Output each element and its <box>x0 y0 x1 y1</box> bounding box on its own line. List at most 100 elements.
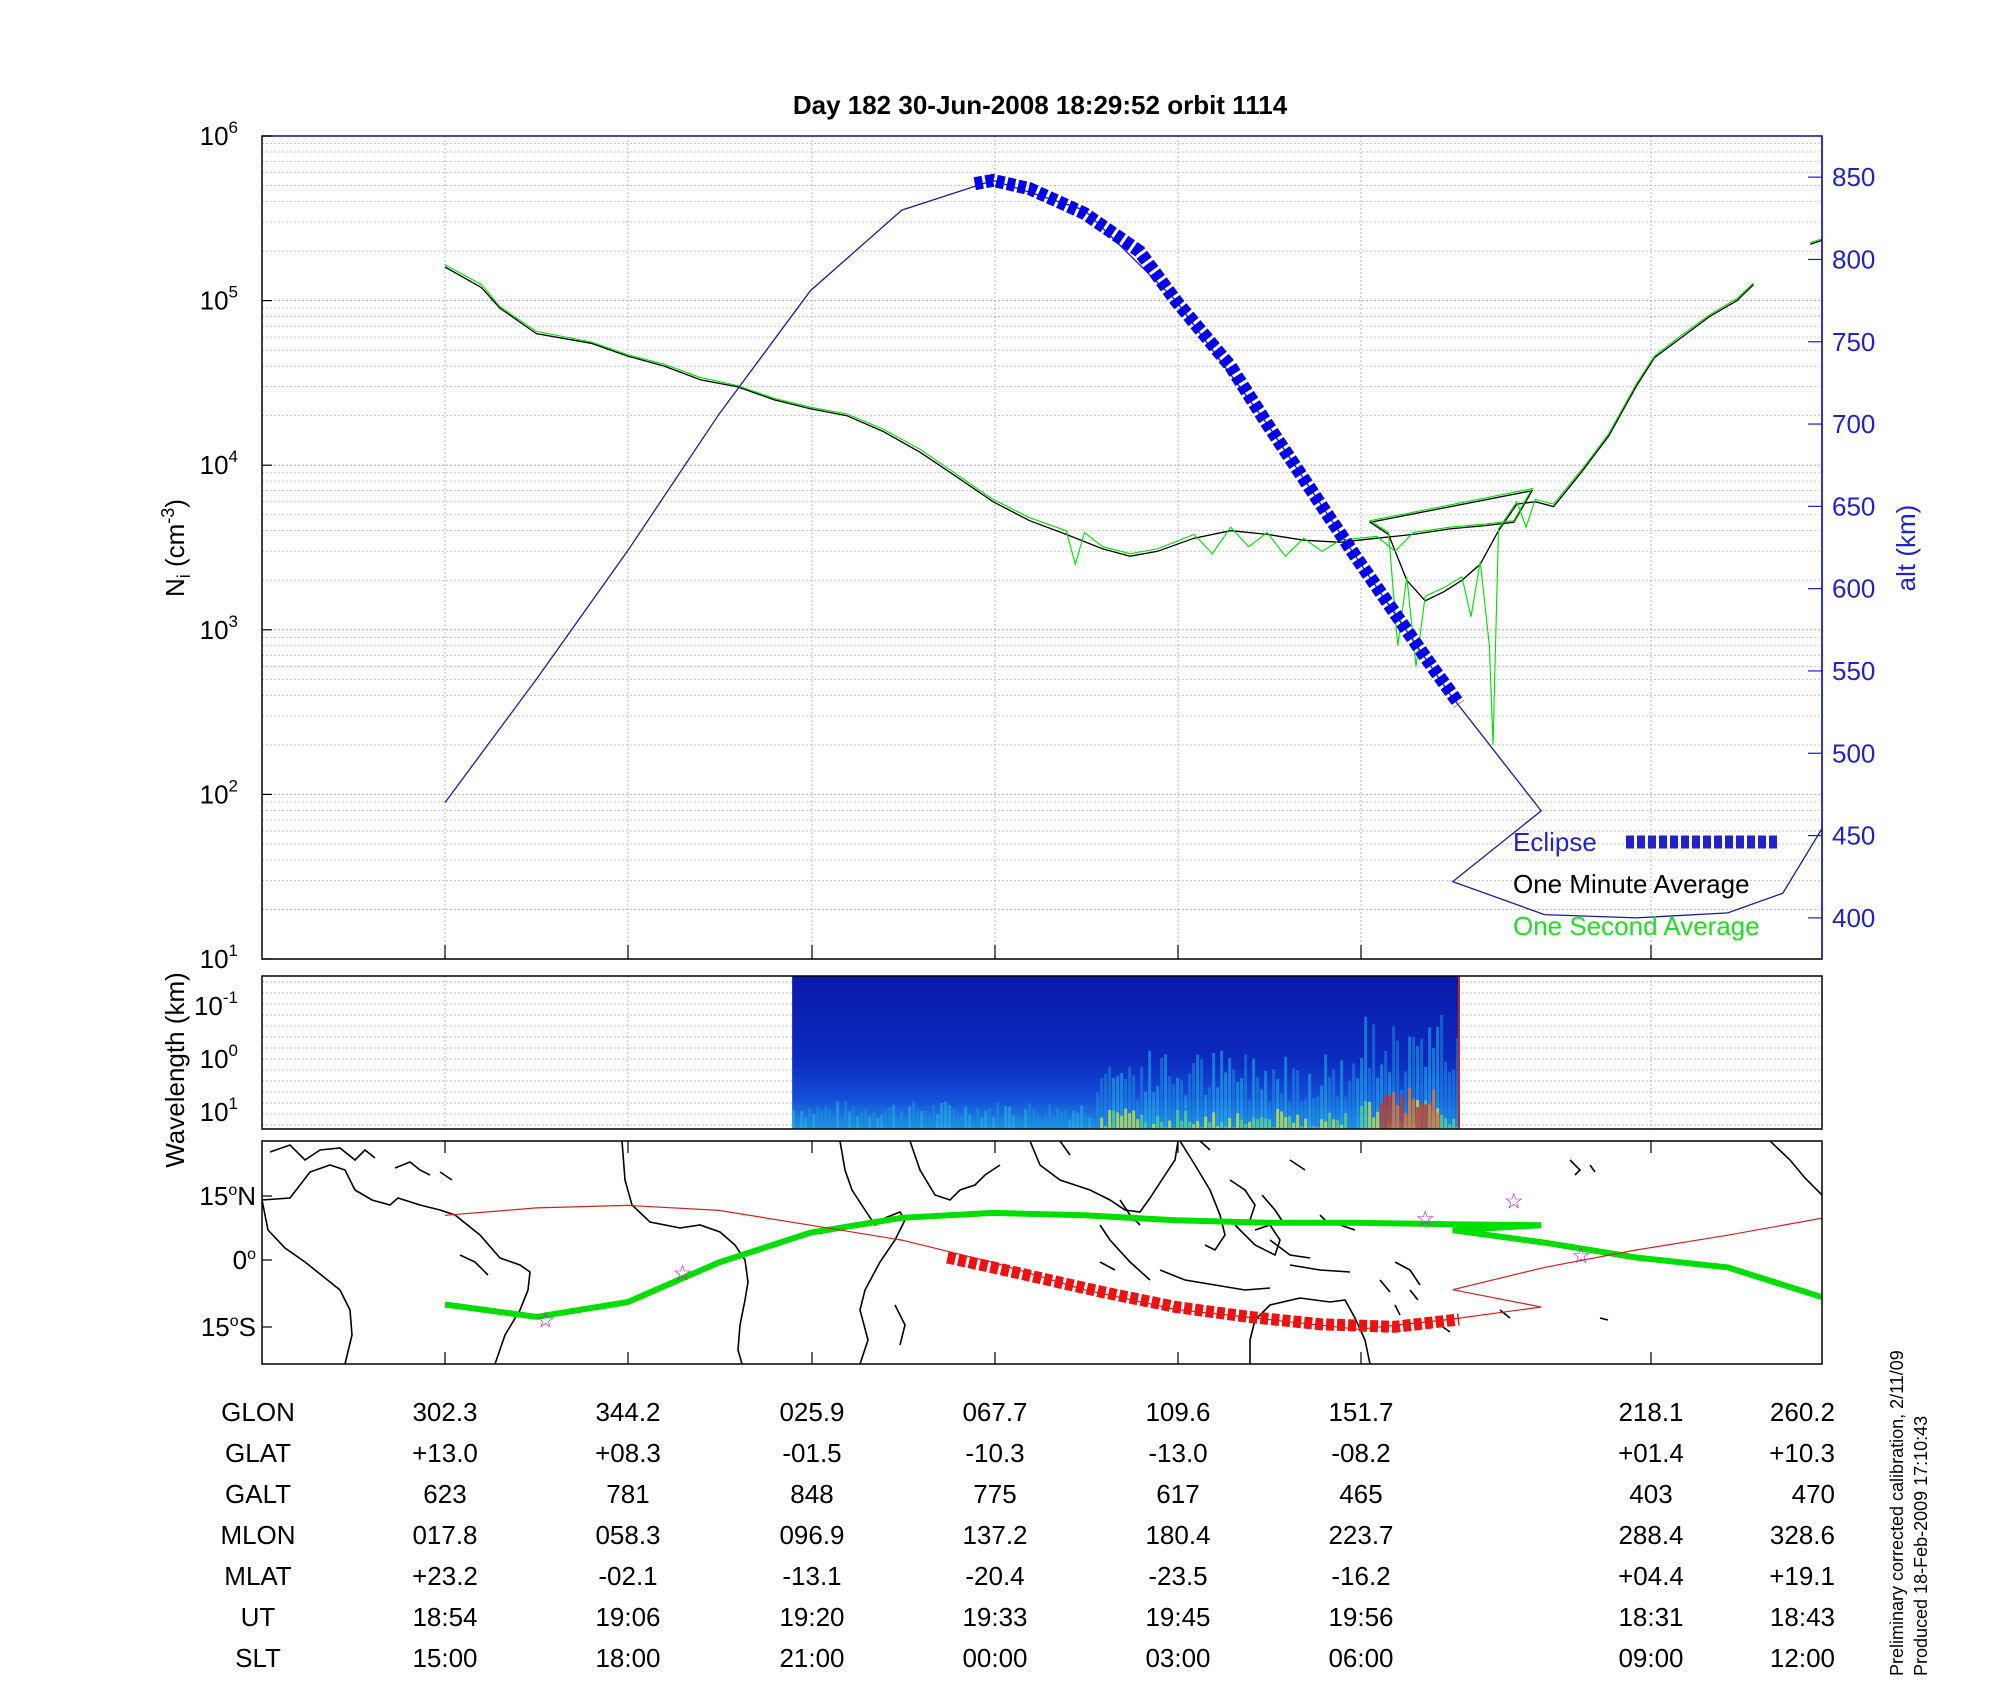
map-background <box>262 1141 1822 1364</box>
spectrogram-column <box>1296 1114 1300 1129</box>
spectrogram-column <box>1456 1038 1460 1129</box>
spectrogram-column <box>1140 1066 1144 1129</box>
table-cell: 18:00 <box>595 1643 660 1673</box>
table-cell: 067.7 <box>962 1397 1027 1427</box>
calibration-note: Preliminary corrected calibration, 2/11/… <box>1887 1350 1907 1676</box>
spectrogram-column <box>1336 1120 1340 1129</box>
spectrogram-column <box>1232 1069 1236 1129</box>
spectrogram-column <box>1404 1071 1408 1129</box>
spectrogram-column <box>1344 1113 1348 1129</box>
spectrogram-column <box>920 1111 924 1129</box>
spectrogram-column <box>1280 1093 1284 1129</box>
spectrogram-column <box>1448 1124 1452 1129</box>
spectrogram-column <box>892 1104 896 1129</box>
density-axis-label: Ni (cm-3) <box>158 499 194 597</box>
spectrogram-column <box>840 1117 844 1129</box>
spectrogram-column <box>1164 1127 1168 1129</box>
spectrogram-column <box>908 1106 912 1129</box>
spectrogram-column <box>916 1111 920 1129</box>
density-tick-label: 104 <box>200 447 238 480</box>
density-tick-label: 105 <box>200 283 238 316</box>
table-cell: +04.4 <box>1618 1561 1684 1591</box>
spectrogram-column <box>912 1101 916 1129</box>
spectrogram-column <box>1100 1078 1104 1129</box>
table-row-label: UT <box>241 1602 276 1632</box>
table-cell: 137.2 <box>962 1520 1027 1550</box>
table-cell: 617 <box>1156 1479 1199 1509</box>
table-cell: 19:33 <box>962 1602 1027 1632</box>
spectrogram-column <box>820 1109 824 1129</box>
spectrogram-column <box>1312 1097 1316 1129</box>
table-cell: 15:00 <box>412 1643 477 1673</box>
spectrogram-column <box>1120 1115 1124 1129</box>
spectrogram-column <box>1248 1121 1252 1129</box>
spectrogram-column <box>1408 1036 1412 1129</box>
table-cell: 19:20 <box>779 1602 844 1632</box>
legend-entry: Eclipse <box>1513 827 1597 857</box>
table-cell: 18:31 <box>1618 1602 1683 1632</box>
spectrogram-column <box>1096 1092 1100 1129</box>
map-tracks: ☆ ☆ ☆ ☆ ☆ <box>444 1188 1822 1333</box>
spectrogram-column <box>1064 1110 1068 1129</box>
table-cell: +08.3 <box>595 1438 661 1468</box>
spectrogram-column <box>1172 1084 1176 1129</box>
map-panel: ☆ ☆ ☆ ☆ ☆ 15oN 0o 15oS <box>199 1140 1823 1365</box>
spectrogram-column <box>1424 1104 1428 1129</box>
spectrogram-column <box>1320 1119 1324 1129</box>
spectrogram-column <box>848 1111 852 1129</box>
table-cell: 18:43 <box>1770 1602 1835 1632</box>
table-cell: 848 <box>790 1479 833 1509</box>
spectrogram-column <box>1316 1126 1320 1129</box>
spectrogram-column <box>1292 1122 1296 1129</box>
spectrogram-column <box>1116 1112 1120 1129</box>
station-star: ☆ <box>1415 1206 1435 1231</box>
spectrogram-tick-label: 101 <box>200 1094 238 1127</box>
table-cell: 260.2 <box>1770 1397 1835 1427</box>
map-vertical-gridlines <box>444 1141 1652 1364</box>
spectrogram-column <box>1232 1127 1236 1129</box>
spectrogram-column <box>1204 1095 1208 1129</box>
spectrogram-column <box>1052 1116 1056 1129</box>
table-cell: 19:56 <box>1328 1602 1393 1632</box>
spectrogram-column <box>1340 1060 1344 1129</box>
spectrogram-column <box>1340 1124 1344 1129</box>
table-cell: 781 <box>606 1479 649 1509</box>
table-cell: 623 <box>423 1479 466 1509</box>
map-tick-label: 15oN <box>199 1181 256 1211</box>
spectrogram-column <box>1144 1122 1148 1129</box>
spectrogram-column <box>1112 1077 1116 1129</box>
spectrogram-column <box>1176 1110 1180 1129</box>
spectrogram-column <box>1304 1118 1308 1129</box>
table-cell: 19:06 <box>595 1602 660 1632</box>
spectrogram-column <box>1240 1078 1244 1129</box>
spectrogram-column <box>1324 1121 1328 1129</box>
spectrogram-column <box>1236 1113 1240 1129</box>
table-cell: 302.3 <box>412 1397 477 1427</box>
table-cell: 180.4 <box>1145 1520 1210 1550</box>
top-series <box>444 173 1822 919</box>
spectrogram-column <box>1212 1052 1216 1129</box>
alt-tick-label: 400 <box>1832 903 1875 933</box>
spectrogram-column <box>992 1117 996 1129</box>
spectrogram-column <box>928 1114 932 1129</box>
spectrogram-column <box>976 1108 980 1129</box>
spectrogram-panel: 10-1 100 101 Wavelength (km) <box>160 972 1823 1168</box>
spectrogram-column <box>1264 1070 1268 1129</box>
spectrogram-image <box>792 976 1460 1129</box>
spectrogram-column <box>1404 1113 1408 1129</box>
spectrogram-column <box>1360 1057 1364 1129</box>
spectrogram-column <box>996 1102 1000 1129</box>
spectrogram-column <box>1428 1027 1432 1129</box>
spectrogram-column <box>1288 1101 1292 1129</box>
map-frame <box>261 1140 1823 1365</box>
spectrogram-column <box>1380 1064 1384 1129</box>
spectrogram-column <box>1192 1063 1196 1129</box>
spectrogram-column <box>1156 1085 1160 1129</box>
spectrogram-column <box>1332 1119 1336 1129</box>
spectrogram-column <box>1016 1116 1020 1129</box>
series-altitude <box>444 179 1822 919</box>
spectrogram-column <box>1292 1068 1296 1129</box>
table-cell: -02.1 <box>598 1561 657 1591</box>
spectrogram-column <box>1060 1111 1064 1129</box>
